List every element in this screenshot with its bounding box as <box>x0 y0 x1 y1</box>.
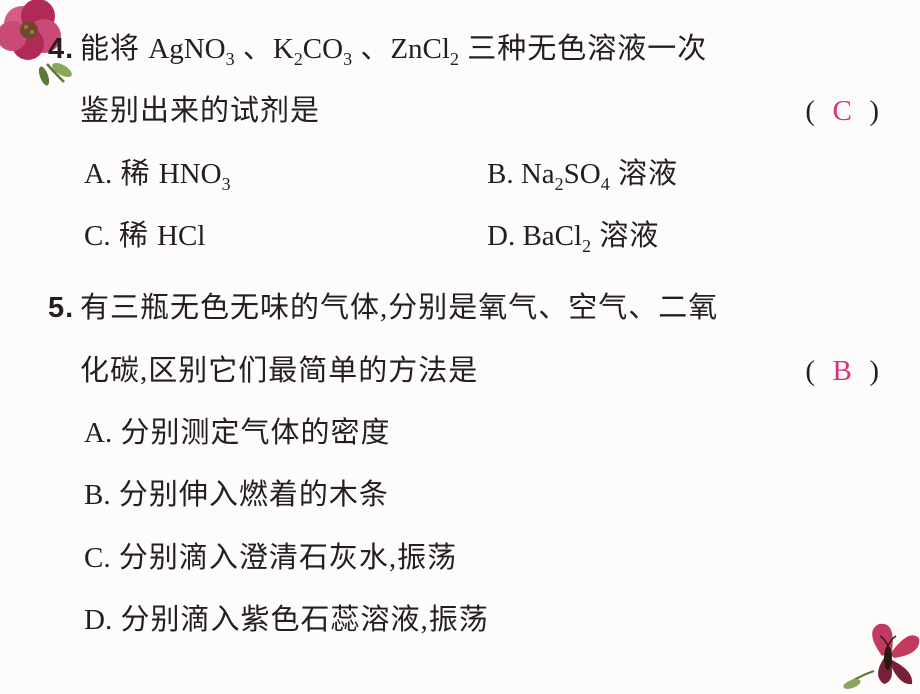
q5-stem-line1: 5. 有三瓶无色无味的气体,分别是氧气、空气、二氧 <box>80 277 890 339</box>
q4-options: A. 稀 HNO3 B. Na2SO4 溶液 C. 稀 HCl D. BaCl2… <box>80 143 890 268</box>
question-4: 4. 能将 AgNO3 、K2CO3 、ZnCl2 三种无色溶液一次 鉴别出来的… <box>80 18 890 267</box>
q5-options: A. 分别测定气体的密度 B. 分别伸入燃着的木条 C. 分别滴入澄清石灰水,振… <box>80 402 890 651</box>
q4-stem-line2: 鉴别出来的试剂是 ( C ) <box>80 80 890 142</box>
q4-option-c: C. 稀 HCl <box>84 205 487 267</box>
q4-number: 4. <box>48 18 74 80</box>
q4-option-b: B. Na2SO4 溶液 <box>487 143 890 205</box>
q5-stem-line2: 化碳,区别它们最简单的方法是 ( B ) <box>80 340 890 402</box>
q4-answer: C <box>832 80 852 142</box>
q5-answer: B <box>832 340 852 402</box>
q4-answer-paren: ( C ) <box>805 80 880 142</box>
q5-option-a: A. 分别测定气体的密度 <box>84 402 890 464</box>
q5-option-c: C. 分别滴入澄清石灰水,振荡 <box>84 527 890 589</box>
formula-zncl2: ZnCl2 <box>390 33 459 65</box>
formula-k2co3: K2CO3 <box>273 33 352 65</box>
q4-option-a: A. 稀 HNO3 <box>84 143 487 205</box>
q5-option-b: B. 分别伸入燃着的木条 <box>84 464 890 526</box>
q5-option-d: D. 分别滴入紫色石蕊溶液,振荡 <box>84 589 890 651</box>
question-5: 5. 有三瓶无色无味的气体,分别是氧气、空气、二氧 化碳,区别它们最简单的方法是… <box>80 277 890 651</box>
q4-stem-line1: 4. 能将 AgNO3 、K2CO3 、ZnCl2 三种无色溶液一次 <box>80 18 890 80</box>
q5-answer-paren: ( B ) <box>805 340 880 402</box>
formula-agno3: AgNO3 <box>148 33 234 65</box>
q4-option-d: D. BaCl2 溶液 <box>487 205 890 267</box>
q5-number: 5. <box>48 277 74 339</box>
page-content: 4. 能将 AgNO3 、K2CO3 、ZnCl2 三种无色溶液一次 鉴别出来的… <box>80 18 890 661</box>
